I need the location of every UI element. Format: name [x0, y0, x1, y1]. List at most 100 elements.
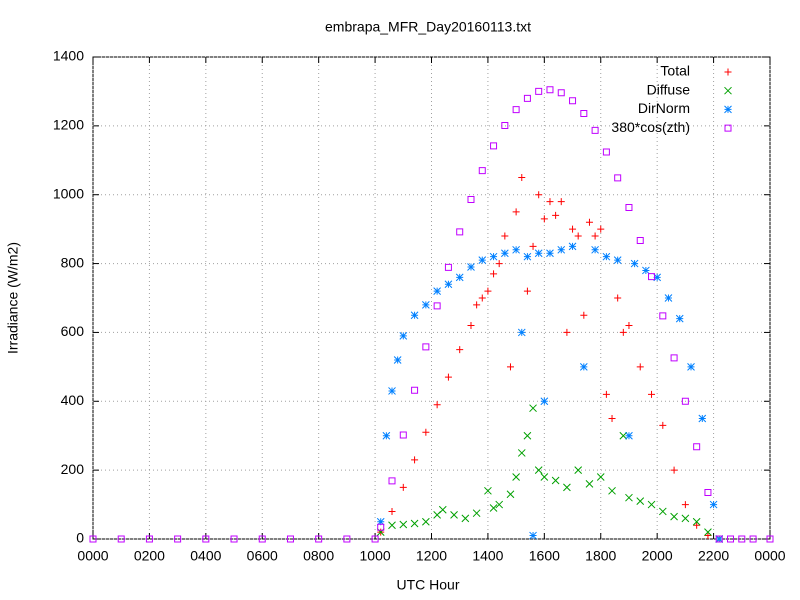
x-tick-label: 0000 [754, 548, 785, 564]
data-point [693, 443, 701, 451]
data-point [602, 148, 610, 156]
data-point [704, 489, 712, 497]
data-point [517, 328, 526, 337]
data-point [523, 287, 531, 295]
data-point [749, 535, 757, 543]
data-point [580, 109, 588, 117]
y-tick-label: 200 [61, 461, 85, 477]
data-point [546, 249, 554, 258]
data-point [484, 287, 492, 295]
data-point [648, 390, 656, 398]
data-point [727, 535, 735, 543]
legend-marker [724, 68, 732, 76]
data-point [174, 535, 182, 543]
data-point [630, 259, 639, 268]
data-point [490, 270, 498, 278]
data-point [563, 483, 571, 492]
data-point [546, 198, 554, 206]
data-point [371, 535, 379, 543]
y-tick-label: 1000 [53, 185, 84, 201]
legend-marker [724, 105, 732, 114]
data-point [552, 211, 560, 219]
data-point [659, 312, 667, 320]
data-point [258, 535, 266, 543]
data-point [557, 245, 566, 254]
data-point [484, 486, 492, 495]
x-tick-label: 0400 [190, 548, 221, 564]
data-point [117, 535, 125, 543]
data-point [614, 174, 622, 182]
data-point [534, 466, 543, 474]
x-tick-label: 1400 [472, 548, 503, 564]
data-point [551, 476, 560, 485]
data-point [625, 431, 633, 440]
data-point [715, 535, 723, 543]
data-point [591, 232, 599, 240]
legend-marker [724, 124, 732, 132]
data-point [540, 473, 549, 481]
data-point [478, 294, 486, 302]
data-point [518, 174, 526, 181]
data-point [642, 266, 650, 275]
data-point [693, 521, 701, 529]
data-point [569, 225, 577, 233]
data-point [540, 215, 548, 223]
data-point [410, 519, 419, 528]
data-point [506, 490, 515, 499]
data-point [286, 535, 294, 543]
data-point [411, 386, 419, 394]
data-point [535, 87, 543, 95]
data-point [602, 252, 611, 261]
data-point [444, 280, 453, 289]
data-point [388, 477, 396, 485]
y-tick-label: 800 [61, 254, 85, 270]
data-point [388, 387, 396, 395]
data-point [472, 509, 481, 518]
x-tick-label: 0200 [134, 548, 165, 564]
data-point [512, 473, 520, 481]
data-point [455, 273, 464, 282]
data-point [636, 237, 644, 245]
x-tick-label: 2200 [698, 548, 729, 564]
legend-label: DirNorm [638, 100, 690, 116]
legend-label: 380*cos(zth) [611, 119, 690, 135]
data-point [517, 449, 526, 457]
data-point [399, 483, 407, 491]
data-point [681, 514, 690, 523]
data-point [506, 363, 514, 371]
data-point [614, 294, 622, 302]
data-point [529, 242, 537, 250]
data-point [343, 535, 351, 543]
data-point [715, 535, 724, 543]
data-point [681, 501, 689, 509]
data-point [512, 245, 520, 254]
data-point [230, 535, 238, 543]
data-point [450, 511, 458, 519]
data-point [490, 142, 498, 150]
data-point [619, 328, 627, 336]
data-point [625, 493, 633, 502]
x-tick-label: 1000 [360, 548, 391, 564]
legend-label: Total [660, 63, 690, 79]
data-point [388, 521, 396, 530]
x-tick-label: 1200 [416, 548, 447, 564]
data-point [580, 311, 588, 319]
data-point [399, 332, 408, 340]
data-point [388, 507, 396, 515]
data-point [585, 218, 593, 226]
data-point [489, 252, 498, 261]
data-point [659, 421, 667, 429]
data-point [202, 535, 210, 543]
data-point [709, 500, 718, 509]
data-point [523, 431, 532, 440]
data-point [89, 535, 97, 543]
data-point [495, 260, 503, 268]
x-axis-label: UTC Hour [396, 577, 459, 593]
data-point [569, 97, 577, 105]
x-tick-label: 1600 [529, 548, 560, 564]
data-point [535, 191, 543, 199]
data-point [512, 106, 520, 114]
data-point [579, 363, 588, 371]
y-axis-label: Irradiance (W/m2) [5, 242, 21, 354]
